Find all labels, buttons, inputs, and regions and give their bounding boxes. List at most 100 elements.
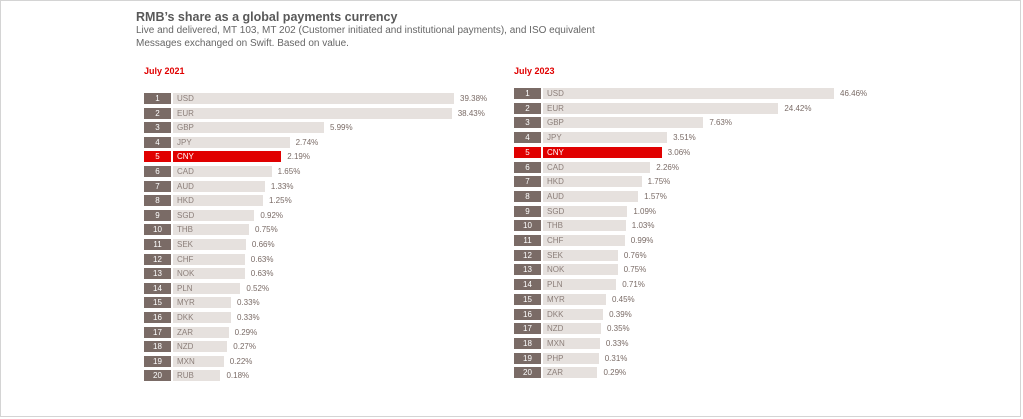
category-label: CAD: [547, 162, 564, 172]
bar-dkk: [543, 308, 604, 320]
rank-badge: 4: [514, 132, 541, 144]
bar-gbp: [543, 117, 704, 129]
panel-title-2021: July 2021: [144, 66, 185, 76]
value-label: 2.26%: [656, 162, 679, 172]
value-label: 0.63%: [250, 254, 274, 264]
bar-usd: [173, 93, 454, 104]
bar-rub: [173, 370, 221, 382]
bar-php: [543, 352, 599, 364]
rank-badge: 20: [514, 367, 541, 379]
rank-badge: 9: [144, 209, 171, 221]
category-label: DKK: [177, 313, 194, 322]
value-label: 24.42%: [784, 103, 812, 113]
value-label: 38.43%: [457, 108, 485, 118]
bar-nok: [173, 268, 245, 280]
rank-badge: 17: [144, 326, 171, 338]
bar-zar: [543, 367, 598, 379]
value-label: 2.19%: [287, 152, 310, 162]
rank-badge: 8: [514, 190, 541, 202]
category-label: ZAR: [547, 368, 563, 378]
bar-sgd: [543, 205, 628, 217]
rank-badge: 1: [144, 93, 171, 104]
rank-badge: 12: [514, 249, 541, 261]
value-label: 2.74%: [295, 137, 319, 147]
rank-badge: 3: [144, 122, 171, 134]
category-label: SEK: [177, 240, 194, 249]
category-label: PHP: [547, 353, 564, 363]
value-label: 0.29%: [234, 327, 258, 337]
category-label: USD: [177, 94, 194, 103]
category-label: MYR: [177, 298, 195, 308]
rank-badge: 18: [514, 337, 541, 349]
bar-pln: [173, 282, 241, 294]
value-label: 3.51%: [673, 133, 696, 143]
category-label: EUR: [177, 108, 194, 118]
rank-badge: 20: [144, 370, 171, 382]
rank-badge: 13: [514, 264, 541, 276]
rank-badge: 11: [144, 239, 171, 250]
bar-nok: [543, 264, 618, 276]
category-label: CHF: [547, 236, 564, 245]
value-label: 0.22%: [229, 356, 253, 366]
category-label: THB: [177, 225, 193, 235]
panel-title-2023: July 2023: [514, 66, 555, 76]
bar-usd: [543, 88, 834, 99]
value-label: 39.38%: [460, 94, 488, 103]
value-label: 7.63%: [709, 118, 732, 128]
category-label: PLN: [177, 283, 193, 293]
rank-badge: 6: [514, 161, 541, 173]
rank-badge: 16: [144, 312, 171, 323]
category-label: DKK: [547, 309, 564, 319]
value-label: 0.75%: [623, 265, 647, 275]
rank-badge: 19: [144, 355, 171, 367]
value-label: 0.66%: [251, 240, 275, 249]
bar-jpy: [173, 136, 290, 148]
bar-mxn: [173, 355, 224, 367]
rank-badge: 14: [144, 282, 171, 294]
category-label: GBP: [547, 118, 564, 128]
rank-badge: 3: [514, 117, 541, 129]
bar-zar: [173, 326, 229, 338]
bar-nzd: [173, 341, 228, 353]
value-label: 1.25%: [269, 196, 292, 206]
bar-myr: [543, 293, 606, 305]
category-label: MXN: [547, 338, 565, 348]
chart-title: RMB’s share as a global payments currenc…: [136, 10, 398, 24]
bar-aud: [173, 180, 265, 192]
bar-eur: [173, 107, 452, 119]
rank-badge: 5: [144, 151, 171, 163]
category-label: NOK: [547, 265, 565, 275]
bar-cad: [173, 166, 272, 177]
rank-badge: 17: [514, 323, 541, 335]
category-label: MXN: [177, 356, 195, 366]
bar-pln: [543, 279, 617, 291]
category-label: PLN: [547, 280, 563, 290]
bar-cny: [173, 151, 282, 163]
category-label: HKD: [547, 177, 564, 187]
category-label: JPY: [547, 133, 562, 143]
category-label: CHF: [177, 254, 194, 264]
rank-badge: 8: [144, 195, 171, 207]
value-label: 0.18%: [226, 371, 250, 381]
value-label: 46.46%: [840, 89, 868, 98]
value-label: 0.27%: [233, 342, 256, 352]
rank-badge: 4: [144, 136, 171, 148]
category-label: CAD: [177, 167, 194, 176]
bar-hkd: [543, 176, 642, 188]
value-label: 0.75%: [255, 225, 278, 235]
rank-badge: 6: [144, 166, 171, 177]
category-label: NZD: [547, 324, 564, 334]
category-label: ZAR: [177, 327, 193, 337]
value-label: 5.99%: [329, 123, 353, 133]
value-label: 0.92%: [260, 210, 284, 220]
rank-badge: 16: [514, 308, 541, 320]
bar-chf: [543, 235, 625, 246]
bar-cny: [543, 146, 662, 158]
bar-chf: [173, 253, 245, 265]
bar-mxn: [543, 337, 600, 349]
value-label: 1.33%: [270, 181, 294, 191]
category-label: SEK: [547, 250, 564, 260]
rank-badge: 9: [514, 205, 541, 217]
category-label: GBP: [177, 123, 194, 133]
rank-badge: 12: [144, 253, 171, 265]
